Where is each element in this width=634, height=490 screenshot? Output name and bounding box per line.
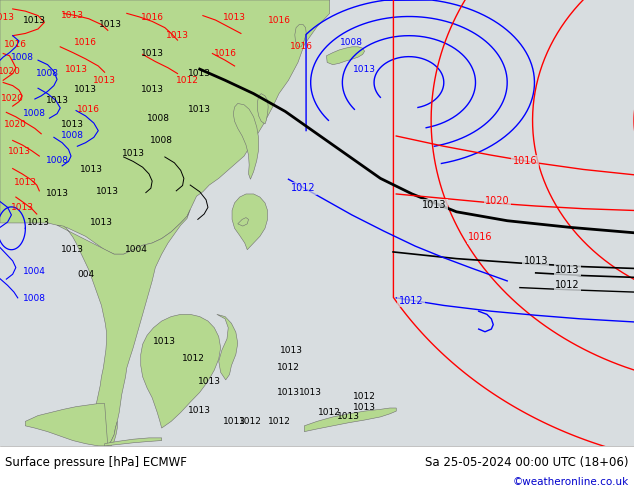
Text: 1013: 1013 xyxy=(11,203,34,212)
Text: 1012: 1012 xyxy=(182,354,205,364)
Text: 1013: 1013 xyxy=(61,11,84,20)
Text: 1013: 1013 xyxy=(90,219,113,227)
Text: 1016: 1016 xyxy=(268,16,290,24)
Text: 1013: 1013 xyxy=(141,49,164,58)
Text: 1013: 1013 xyxy=(299,388,322,397)
Text: 1004: 1004 xyxy=(23,268,46,276)
Text: 1008: 1008 xyxy=(36,69,59,78)
Text: 1013: 1013 xyxy=(277,388,300,397)
Text: 1013: 1013 xyxy=(27,219,49,227)
Text: 1013: 1013 xyxy=(188,69,211,78)
Text: 1008: 1008 xyxy=(147,114,170,122)
Text: 1016: 1016 xyxy=(469,232,493,242)
Text: 1016: 1016 xyxy=(290,42,313,51)
Text: 1013: 1013 xyxy=(100,20,122,29)
Text: 1013: 1013 xyxy=(353,65,376,74)
Text: 1013: 1013 xyxy=(46,190,68,198)
Text: 1008: 1008 xyxy=(46,156,68,165)
Text: 1016: 1016 xyxy=(513,156,537,167)
Text: 1008: 1008 xyxy=(61,131,84,141)
Text: ©weatheronline.co.uk: ©weatheronline.co.uk xyxy=(513,477,629,487)
Text: 1013: 1013 xyxy=(198,377,221,386)
Polygon shape xyxy=(108,421,117,446)
Text: 1012: 1012 xyxy=(176,76,198,85)
Polygon shape xyxy=(238,218,249,226)
Text: 1013: 1013 xyxy=(141,85,164,94)
Polygon shape xyxy=(233,103,259,179)
Text: 1016: 1016 xyxy=(74,38,97,47)
Text: 1013: 1013 xyxy=(555,265,579,275)
Text: 1013: 1013 xyxy=(422,200,446,210)
Polygon shape xyxy=(141,315,221,428)
Text: 1016: 1016 xyxy=(141,13,164,23)
Text: 1013: 1013 xyxy=(46,96,68,105)
Text: 1012: 1012 xyxy=(399,296,423,306)
Polygon shape xyxy=(295,24,306,47)
Text: 1008: 1008 xyxy=(23,109,46,118)
Text: 1013: 1013 xyxy=(14,178,37,187)
Text: 1012: 1012 xyxy=(268,417,290,426)
Text: 1013: 1013 xyxy=(93,76,116,85)
Text: 1013: 1013 xyxy=(23,16,46,24)
Polygon shape xyxy=(217,315,238,380)
Text: 1013: 1013 xyxy=(96,187,119,196)
Text: 1012: 1012 xyxy=(318,408,341,417)
Text: 1012: 1012 xyxy=(555,280,579,291)
Polygon shape xyxy=(105,438,162,446)
Text: 1013: 1013 xyxy=(61,245,84,254)
Text: 1013: 1013 xyxy=(122,149,145,158)
Text: 1013: 1013 xyxy=(8,147,30,156)
Polygon shape xyxy=(257,94,268,124)
Text: 1020: 1020 xyxy=(1,94,24,102)
Text: 1013: 1013 xyxy=(524,256,548,266)
Text: 1013: 1013 xyxy=(81,165,103,174)
Text: 1013: 1013 xyxy=(188,406,211,415)
Text: Sa 25-05-2024 00:00 UTC (18+06): Sa 25-05-2024 00:00 UTC (18+06) xyxy=(425,456,629,469)
Text: 1013: 1013 xyxy=(223,417,246,426)
Text: 1013: 1013 xyxy=(280,345,303,355)
Text: 1020: 1020 xyxy=(486,196,510,206)
Text: 1016: 1016 xyxy=(214,49,236,58)
Text: 1013: 1013 xyxy=(166,31,189,40)
Polygon shape xyxy=(232,194,268,250)
Polygon shape xyxy=(304,408,396,432)
Text: 1008: 1008 xyxy=(340,38,363,47)
Text: 1013: 1013 xyxy=(153,337,176,345)
Text: 1013: 1013 xyxy=(61,121,84,129)
Text: 1012: 1012 xyxy=(291,183,315,193)
Text: 1013: 1013 xyxy=(223,13,246,23)
Text: 1013: 1013 xyxy=(188,105,211,114)
Text: 1012: 1012 xyxy=(353,392,376,401)
Text: 1020: 1020 xyxy=(0,67,21,76)
Text: Surface pressure [hPa] ECMWF: Surface pressure [hPa] ECMWF xyxy=(5,456,187,469)
Text: 1020: 1020 xyxy=(4,121,27,129)
Text: 1004: 1004 xyxy=(125,245,148,254)
Polygon shape xyxy=(327,47,365,65)
Text: 1012: 1012 xyxy=(239,417,262,426)
Text: 1013: 1013 xyxy=(74,85,97,94)
Text: 1013: 1013 xyxy=(0,13,15,23)
Text: 1013: 1013 xyxy=(337,413,360,421)
Polygon shape xyxy=(57,210,190,446)
Text: 1016: 1016 xyxy=(77,105,100,114)
Text: 1016: 1016 xyxy=(4,40,27,49)
Text: 1013: 1013 xyxy=(65,65,87,74)
Polygon shape xyxy=(0,0,330,254)
Text: 1008: 1008 xyxy=(11,53,34,62)
Text: 1008: 1008 xyxy=(23,294,46,303)
Polygon shape xyxy=(25,404,108,446)
Text: 004: 004 xyxy=(77,270,94,279)
Text: 1008: 1008 xyxy=(150,136,173,145)
Text: 1012: 1012 xyxy=(277,364,300,372)
Text: 1013: 1013 xyxy=(353,403,376,413)
